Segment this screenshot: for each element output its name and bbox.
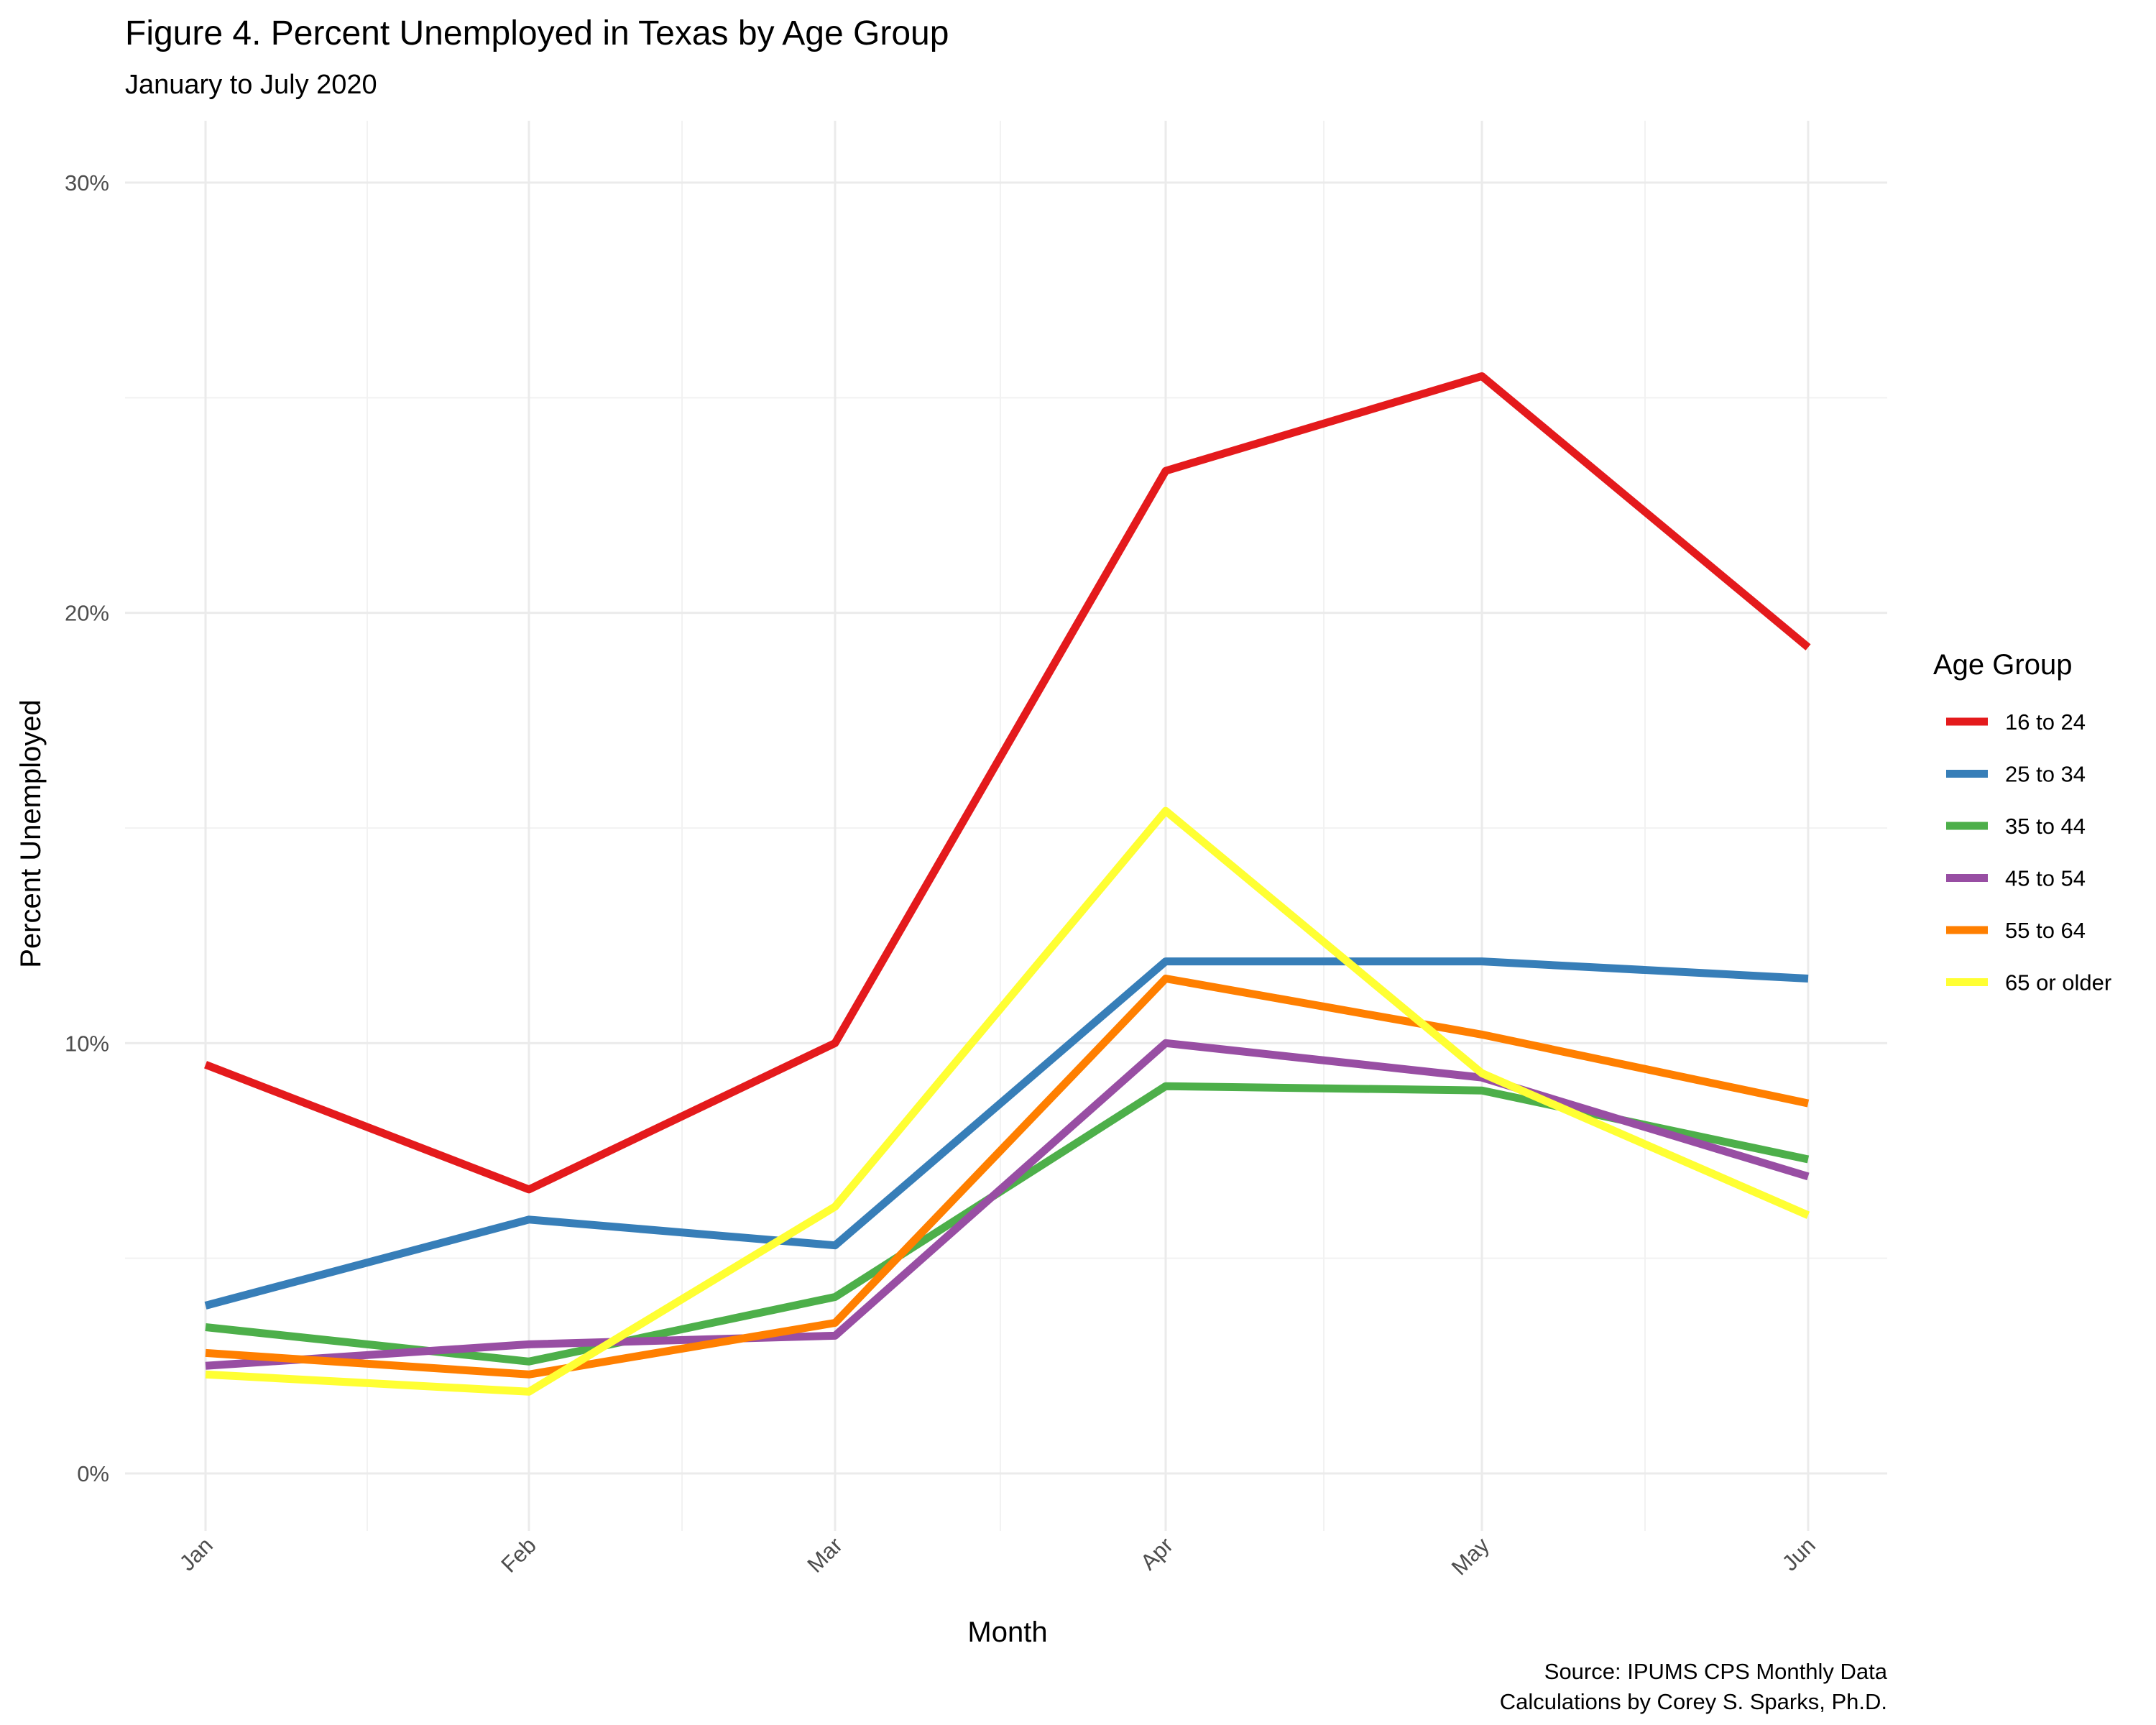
- x-tick-label: Jan: [175, 1532, 218, 1576]
- x-tick-label: May: [1447, 1532, 1495, 1581]
- series-line: [205, 806, 1810, 1396]
- minor-gridlines: [125, 121, 1887, 1531]
- legend: Age Group 16 to 24 25 to 34 35 to 44 45 to …: [1933, 649, 2111, 995]
- y-tick-label: 20%: [65, 601, 109, 626]
- series-line: [205, 1039, 1810, 1370]
- y-axis-tick-labels: 0% 10% 20% 30%: [65, 170, 109, 1486]
- series-line: [204, 372, 1811, 1194]
- series-line: [205, 975, 1810, 1379]
- chart-title: Figure 4. Percent Unemployed in Texas by…: [125, 14, 949, 52]
- y-axis-title: Percent Unemployed: [15, 699, 47, 968]
- chart-subtitle: January to July 2020: [125, 70, 377, 100]
- major-gridlines: [125, 121, 1887, 1531]
- legend-label: 25 to 34: [2005, 762, 2086, 787]
- x-tick-label: Feb: [496, 1532, 541, 1578]
- x-tick-label: Mar: [802, 1532, 847, 1578]
- caption-credit: Calculations by Corey S. Sparks, Ph.D.: [1500, 1689, 1887, 1714]
- series-line: [205, 1082, 1810, 1366]
- x-axis-title: Month: [967, 1616, 1047, 1648]
- y-tick-label: 10%: [65, 1031, 109, 1056]
- legend-label: 16 to 24: [2005, 709, 2086, 735]
- y-tick-label: 0%: [77, 1461, 109, 1486]
- x-axis-tick-labels: Jan Feb Mar Apr May Jun: [175, 1532, 1820, 1581]
- x-tick-label: Apr: [1135, 1532, 1178, 1575]
- y-tick-label: 30%: [65, 170, 109, 196]
- legend-label: 45 to 54: [2005, 866, 2086, 891]
- caption-source: Source: IPUMS CPS Monthly Data: [1544, 1659, 1888, 1684]
- legend-label: 55 to 64: [2005, 918, 2086, 943]
- x-tick-label: Jun: [1777, 1532, 1820, 1576]
- series-line: [204, 957, 1809, 1310]
- series-lines: [204, 372, 1811, 1396]
- legend-label: 65 or older: [2005, 970, 2111, 995]
- legend-title: Age Group: [1933, 649, 2072, 681]
- legend-label: 35 to 44: [2005, 814, 2086, 839]
